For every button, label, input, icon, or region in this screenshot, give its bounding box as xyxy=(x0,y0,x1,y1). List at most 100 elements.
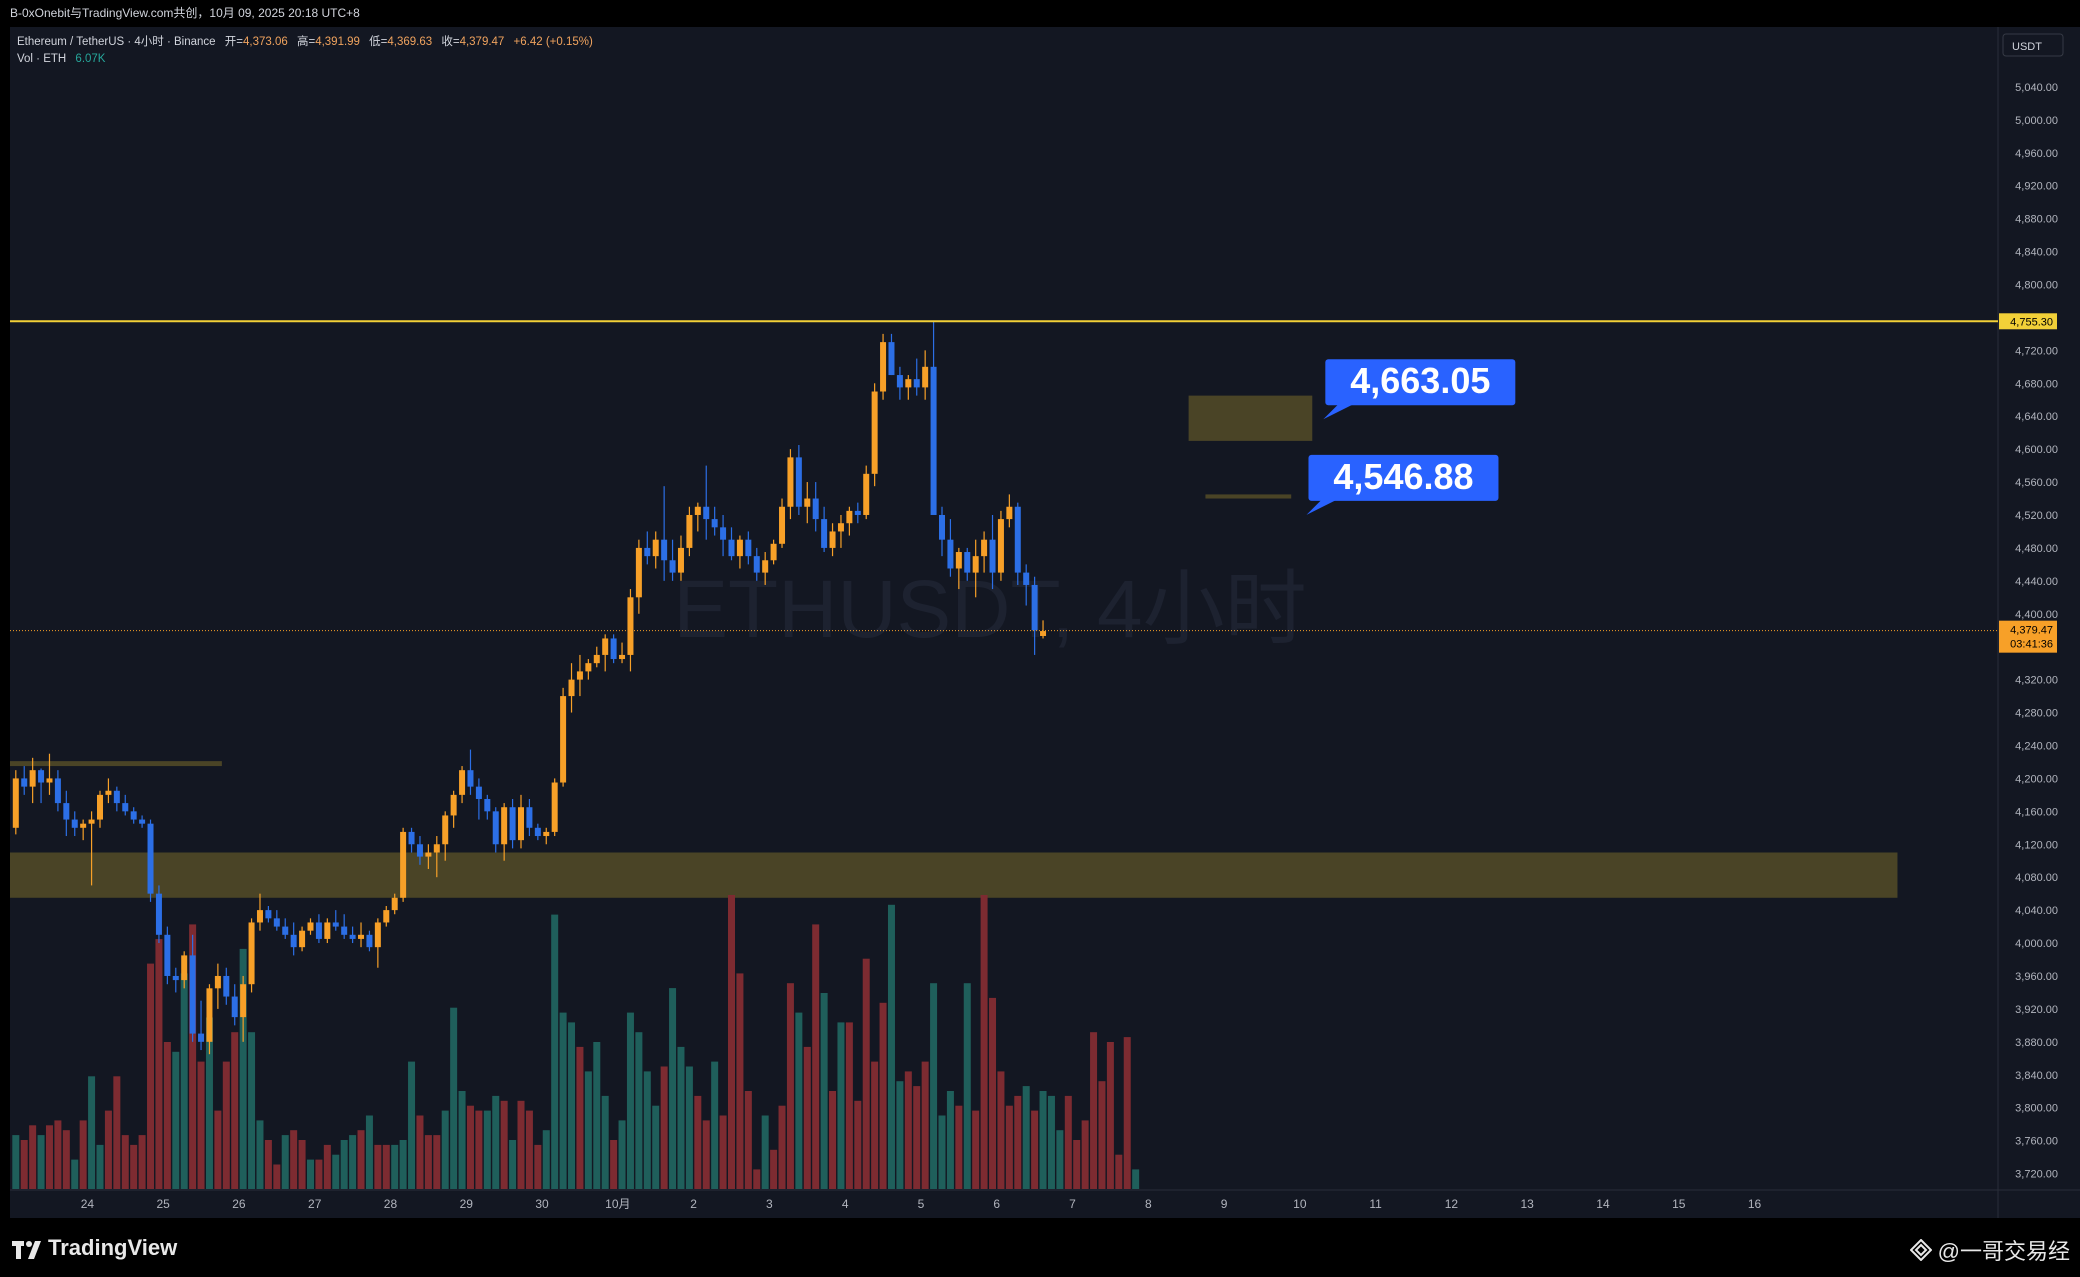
candle-body xyxy=(576,671,583,680)
volume-bar xyxy=(685,1066,693,1189)
volume-bar xyxy=(424,1135,432,1189)
price-tick-label: 3,840.00 xyxy=(2015,1070,2058,1082)
candle-body xyxy=(341,926,348,935)
price-tick-label: 4,160.00 xyxy=(2015,806,2058,818)
candle-body xyxy=(54,778,61,804)
price-tick-label: 3,920.00 xyxy=(2015,1004,2058,1016)
candle-body xyxy=(585,663,592,672)
candle-body xyxy=(880,342,887,392)
volume-bar xyxy=(795,1012,803,1189)
candle-body xyxy=(602,638,609,655)
volume-bar xyxy=(45,1125,53,1189)
price-chart[interactable]: ETHUSDT, 4小时 4,663.054,546.88 5,040.005,… xyxy=(0,27,2080,1218)
candle-body xyxy=(1031,584,1038,631)
candle-body xyxy=(930,366,937,515)
candle-body xyxy=(273,918,280,927)
volume-bar xyxy=(138,1135,146,1189)
volume-bar xyxy=(332,1154,340,1189)
candle-body xyxy=(1014,506,1021,573)
candle-body xyxy=(677,547,684,573)
volume-bar xyxy=(904,1071,912,1189)
candle xyxy=(930,321,937,515)
candle-body xyxy=(1023,572,1030,585)
candle xyxy=(720,514,727,557)
volume-bar xyxy=(1081,1120,1089,1189)
volume-bar xyxy=(660,1066,668,1189)
candle-body xyxy=(720,527,727,540)
legend-change: +6.42 (+0.15%) xyxy=(514,36,593,48)
price-tick-label: 4,000.00 xyxy=(2015,938,2058,950)
candle-body xyxy=(450,794,457,816)
candle xyxy=(736,535,743,569)
candle xyxy=(214,963,221,1009)
price-tick-label: 4,560.00 xyxy=(2015,477,2058,489)
candle-body xyxy=(913,379,920,388)
candle xyxy=(922,350,929,400)
svg-text:Ethereum / TetherUS · 4小时 · Bi: Ethereum / TetherUS · 4小时 · Binance 开=4,… xyxy=(17,34,593,48)
currency-badge[interactable]: USDT xyxy=(2002,33,2064,57)
price-tick-label: 3,960.00 xyxy=(2015,971,2058,983)
volume-bar xyxy=(458,1091,466,1189)
volume-bar xyxy=(88,1076,96,1189)
candle-body xyxy=(627,597,634,655)
author-watermark: @一哥交易经 xyxy=(1909,1234,2070,1266)
candle-body xyxy=(105,790,112,795)
candle-body xyxy=(703,506,710,520)
candle-body xyxy=(282,926,289,935)
candle xyxy=(501,803,508,861)
legend: Ethereum / TetherUS · 4小时 · Binance 开=4,… xyxy=(17,34,593,65)
time-tick-label: 27 xyxy=(308,1197,322,1211)
candle-body xyxy=(214,975,221,989)
candle xyxy=(400,827,407,902)
time-axis[interactable]: 24 25 26 27 28 29 30 10月 2 3 4 5 6 7 8 9 10 11 12 13 14 15 16 xyxy=(81,1197,1762,1211)
time-tick-label: 13 xyxy=(1521,1197,1535,1211)
candle-body xyxy=(240,984,247,1018)
volume-bar xyxy=(997,1071,1005,1189)
tradingview-logo[interactable]: TradingView xyxy=(12,1235,177,1261)
volume-bar xyxy=(315,1159,323,1189)
candle-body xyxy=(997,519,1004,573)
legend-close-label: 收= xyxy=(441,34,459,48)
time-tick-label: 11 xyxy=(1369,1197,1382,1211)
candle xyxy=(644,531,651,565)
candle xyxy=(913,358,920,396)
candle-body xyxy=(38,770,45,783)
volume-bar xyxy=(896,1081,904,1189)
candle-body xyxy=(989,539,996,573)
candle xyxy=(29,757,36,804)
price-axis[interactable]: 5,040.00 5,000.00 4,960.00 4,920.00 4,880.00… xyxy=(1999,82,2058,1181)
candle-body xyxy=(888,342,895,376)
candle xyxy=(349,926,356,944)
candle-body xyxy=(652,539,659,557)
resistance-price-tag: 4,755.30 xyxy=(1999,313,2057,330)
candle xyxy=(677,535,684,581)
candle-body xyxy=(324,922,331,939)
candle-body xyxy=(391,897,398,911)
volume-bar xyxy=(972,1110,980,1189)
current-price-tag-value: 4,379.47 xyxy=(2010,625,2053,637)
candle xyxy=(711,506,718,536)
time-tick-label: 9 xyxy=(1221,1197,1228,1211)
volume-bar xyxy=(584,1071,592,1189)
volume-bar xyxy=(542,1130,550,1189)
candle xyxy=(804,482,811,524)
volume-bar xyxy=(1022,1086,1030,1189)
candle xyxy=(619,642,626,664)
candle xyxy=(585,659,592,680)
candle xyxy=(576,654,583,697)
candle xyxy=(256,893,263,931)
candle-body xyxy=(770,543,777,561)
volume-bar xyxy=(248,1032,256,1189)
candle xyxy=(374,918,381,968)
legend-low-value: 4,369.63 xyxy=(387,36,432,48)
volume-bar xyxy=(820,993,828,1189)
volume-bar xyxy=(677,1046,685,1189)
candle xyxy=(88,811,95,886)
candle xyxy=(21,766,28,795)
candle-body xyxy=(922,366,929,388)
price-tick-label: 4,920.00 xyxy=(2015,181,2058,193)
candle xyxy=(155,885,162,944)
candle-body xyxy=(433,844,440,853)
candle-body xyxy=(223,975,230,997)
candle xyxy=(1006,494,1013,528)
